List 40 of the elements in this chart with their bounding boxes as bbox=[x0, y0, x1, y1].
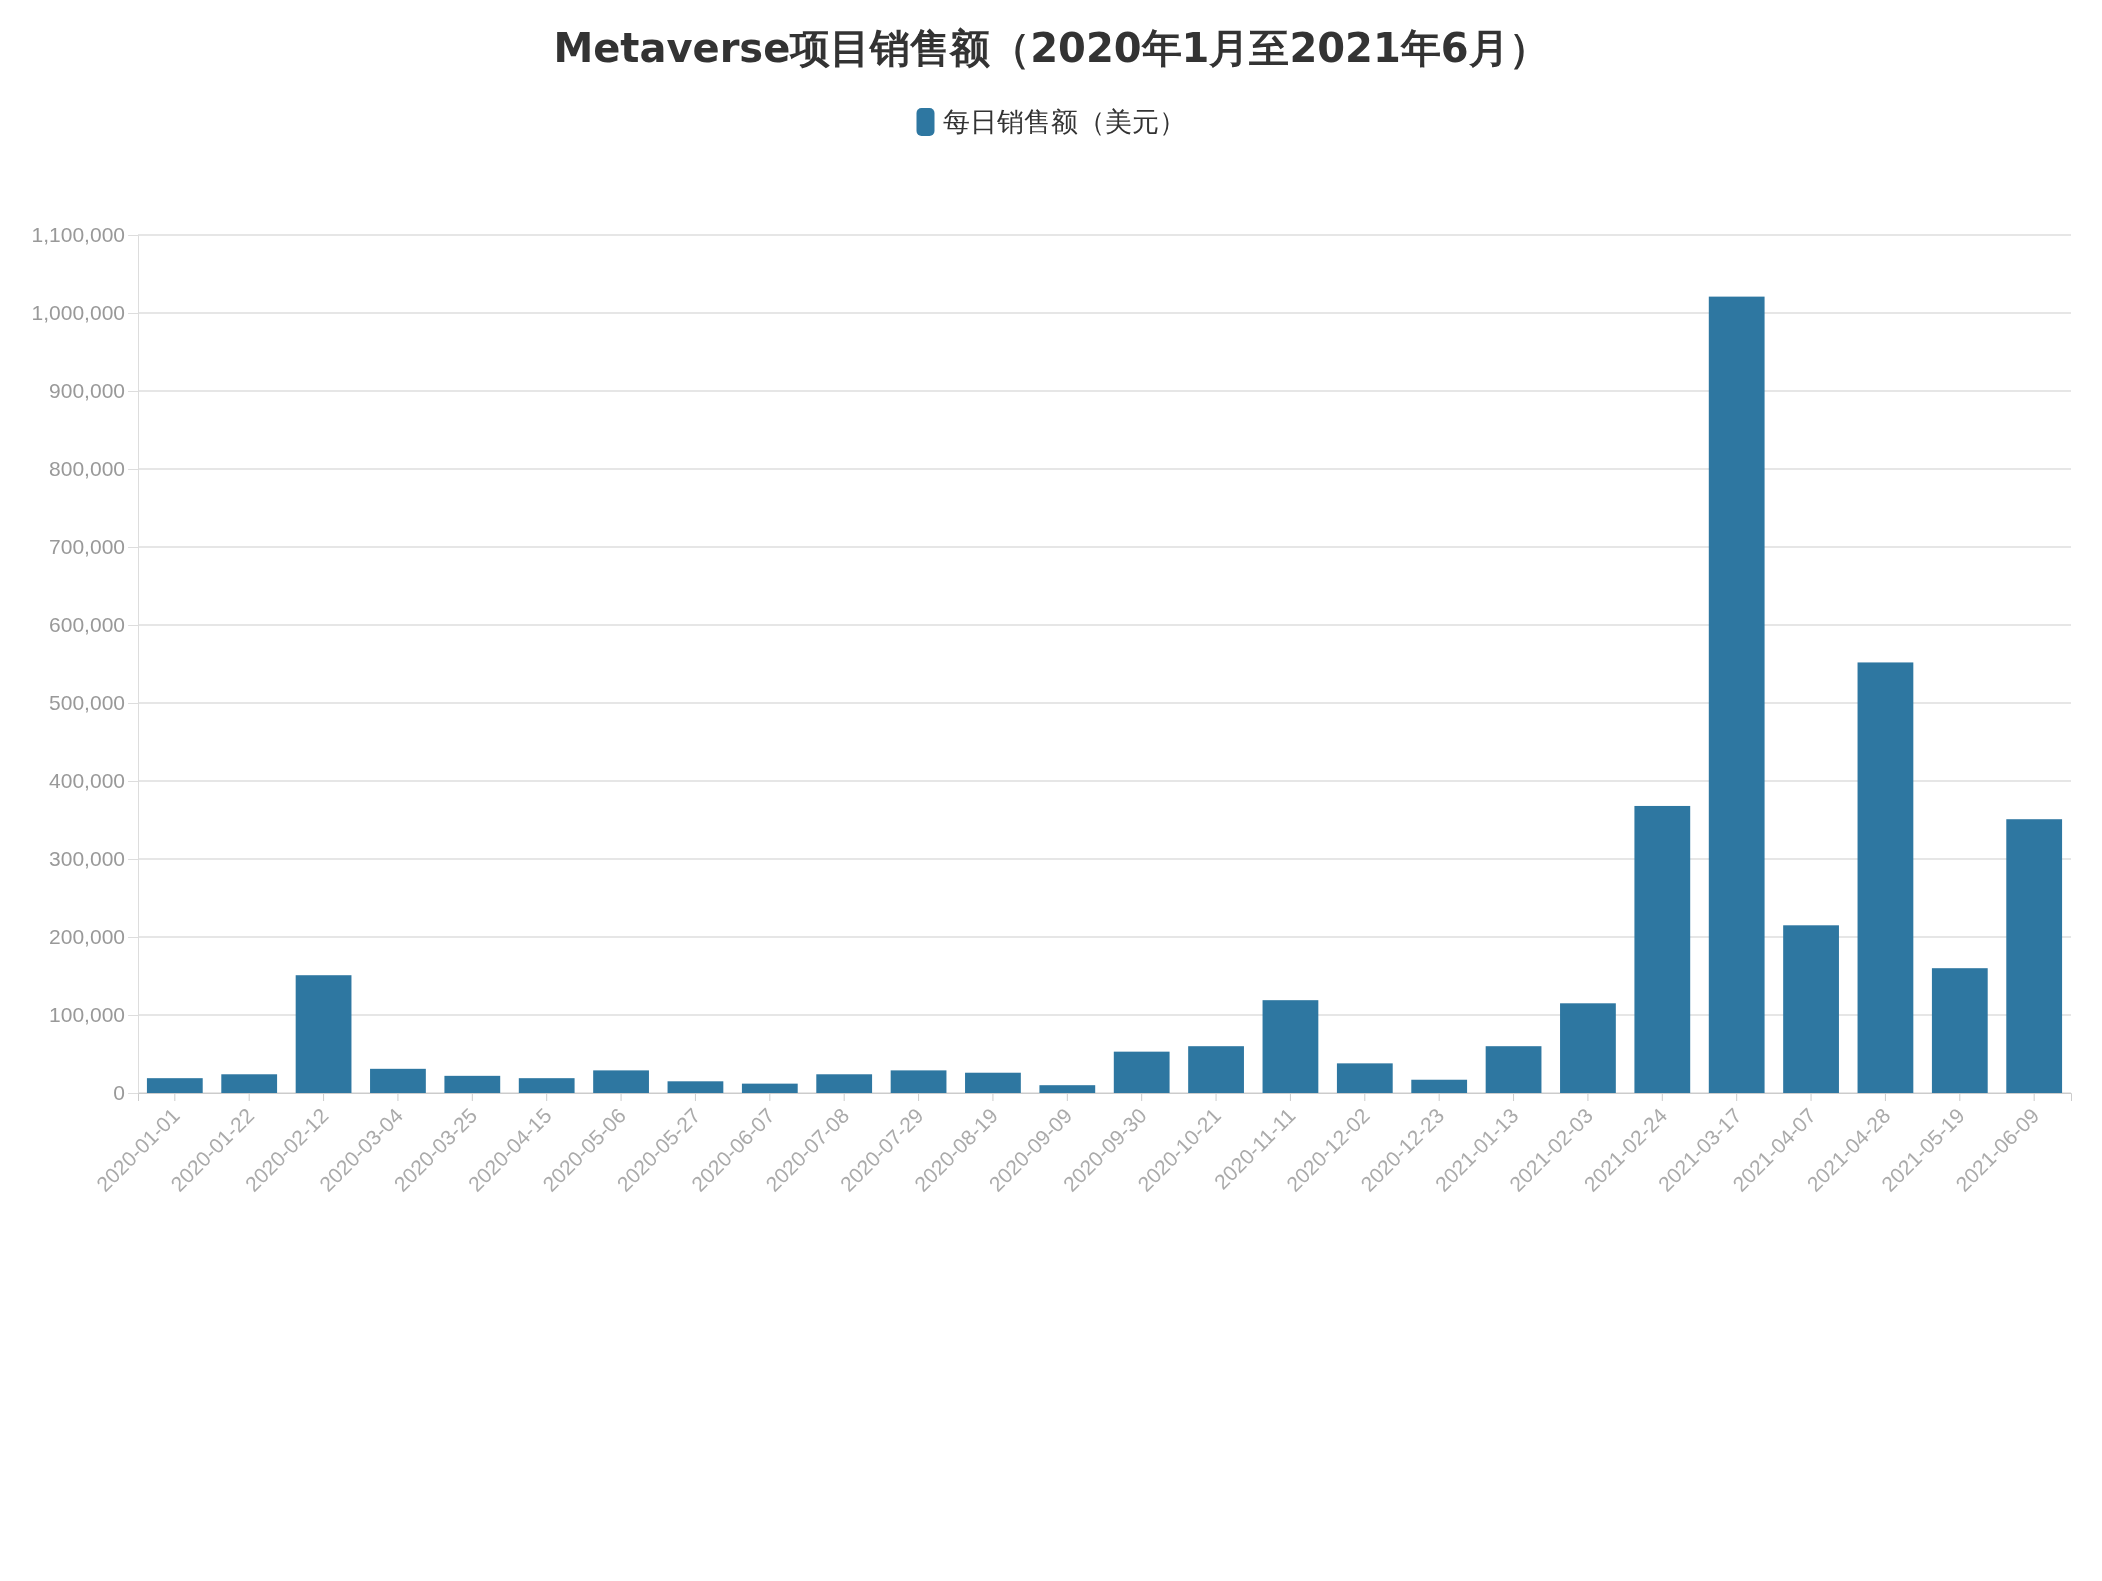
bar bbox=[1485, 1046, 1542, 1093]
bar bbox=[1931, 968, 1988, 1093]
chart-title: Metaverse项目销售额（2020年1月至2021年6月） bbox=[553, 25, 1549, 71]
y-tick-label: 900,000 bbox=[49, 379, 125, 403]
bar bbox=[444, 1075, 501, 1093]
y-tick-label: 1,100,000 bbox=[31, 223, 125, 247]
bar bbox=[593, 1070, 649, 1093]
bar bbox=[667, 1081, 724, 1093]
bar bbox=[965, 1072, 1021, 1093]
y-tick-label: 100,000 bbox=[49, 1003, 125, 1027]
bar bbox=[370, 1068, 426, 1093]
bar bbox=[1336, 1063, 1393, 1093]
bar bbox=[1634, 805, 1691, 1093]
bar bbox=[1560, 1003, 1616, 1093]
bar bbox=[816, 1074, 873, 1093]
bar bbox=[1411, 1079, 1468, 1093]
bar bbox=[890, 1070, 947, 1093]
y-tick-label: 0 bbox=[113, 1081, 125, 1105]
legend-label: 每日销售额（美元） bbox=[942, 106, 1186, 137]
bar bbox=[1783, 925, 1839, 1093]
y-tick-label: 800,000 bbox=[49, 457, 125, 481]
bar bbox=[741, 1083, 798, 1093]
bar bbox=[2006, 819, 2063, 1093]
bar bbox=[1857, 662, 1914, 1093]
bar bbox=[1039, 1085, 1096, 1093]
y-tick-label: 300,000 bbox=[49, 847, 125, 871]
bar bbox=[1188, 1046, 1244, 1093]
bar bbox=[295, 975, 352, 1093]
y-tick-label: 500,000 bbox=[49, 691, 125, 715]
bar bbox=[146, 1078, 203, 1093]
bar bbox=[518, 1078, 575, 1093]
bar bbox=[221, 1074, 278, 1093]
y-tick-label: 1,000,000 bbox=[31, 301, 125, 325]
y-tick-label: 200,000 bbox=[49, 925, 125, 949]
y-tick-label: 700,000 bbox=[49, 535, 125, 559]
y-tick-label: 400,000 bbox=[49, 769, 125, 793]
bar bbox=[1262, 1000, 1319, 1093]
bar bbox=[1113, 1051, 1170, 1093]
bar bbox=[1708, 296, 1765, 1093]
y-tick-label: 600,000 bbox=[49, 613, 125, 637]
